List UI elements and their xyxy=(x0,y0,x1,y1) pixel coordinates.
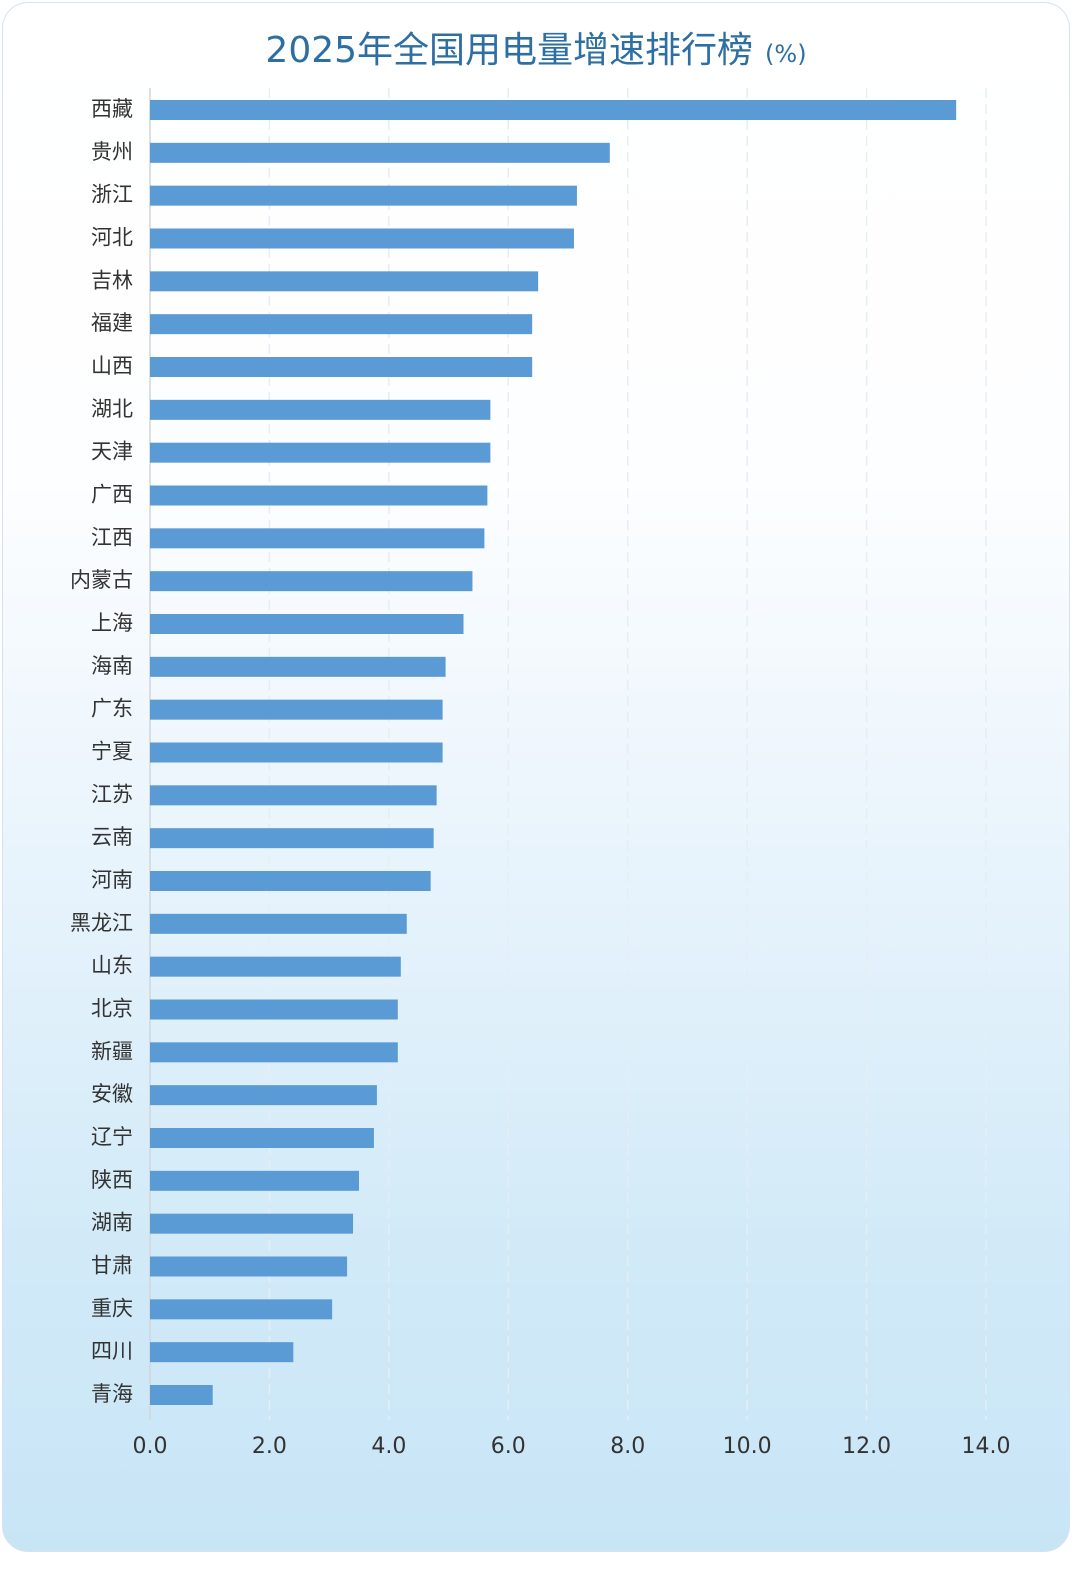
chart-card: 2025年全国用电量增速排行榜 (%) xyxy=(2,2,1070,1552)
bar xyxy=(150,528,485,549)
category-label: 云南 xyxy=(91,825,133,849)
x-tick-label: 2.0 xyxy=(252,1434,287,1459)
bar xyxy=(150,1342,294,1363)
bar xyxy=(150,614,464,634)
bar xyxy=(150,399,491,420)
category-label: 湖北 xyxy=(91,397,133,421)
category-label: 江西 xyxy=(91,525,133,549)
bar xyxy=(150,271,539,292)
bar xyxy=(150,185,577,206)
bar xyxy=(150,485,488,506)
bar xyxy=(150,699,443,720)
category-label: 新疆 xyxy=(91,1039,133,1063)
x-tick-label: 8.0 xyxy=(610,1434,645,1459)
chart-header: 2025年全国用电量增速排行榜 (%) xyxy=(3,21,1069,73)
bar xyxy=(150,1256,348,1277)
category-label: 甘肃 xyxy=(91,1254,133,1278)
category-label: 黑龙江 xyxy=(70,911,133,935)
bar xyxy=(150,142,610,163)
bar xyxy=(150,828,434,849)
bar xyxy=(150,314,533,335)
bar xyxy=(150,1385,213,1405)
grid-layer xyxy=(149,88,987,1420)
x-tick-label: 10.0 xyxy=(723,1434,772,1459)
bar xyxy=(150,999,398,1020)
category-label: 辽宁 xyxy=(91,1125,133,1149)
bar xyxy=(150,1213,354,1234)
x-tick-layer: 0.0 2.0 4.0 6.0 8.0 10.0 12.0 14.0 xyxy=(133,1434,1011,1459)
bar xyxy=(150,956,401,977)
category-label: 河南 xyxy=(91,868,133,892)
category-label: 山东 xyxy=(91,954,133,978)
chart-unit: (%) xyxy=(765,40,807,68)
chart-title: 2025年全国用电量增速排行榜 xyxy=(265,30,754,71)
category-label: 四川 xyxy=(91,1339,133,1363)
bar xyxy=(150,656,446,677)
category-label: 贵州 xyxy=(91,140,133,164)
category-label: 江苏 xyxy=(91,782,133,806)
bar xyxy=(150,913,407,934)
bar xyxy=(150,785,437,806)
x-tick-label: 14.0 xyxy=(962,1434,1011,1459)
x-tick-label: 4.0 xyxy=(371,1434,406,1459)
category-label: 重庆 xyxy=(91,1296,133,1320)
bar xyxy=(150,100,957,120)
category-label: 山西 xyxy=(91,354,133,378)
category-label: 宁夏 xyxy=(91,740,133,764)
category-label: 北京 xyxy=(91,997,133,1021)
bar-layer xyxy=(150,100,957,1405)
bar xyxy=(150,871,431,891)
category-label: 河北 xyxy=(91,226,133,250)
category-label-layer: 西藏贵州浙江河北吉林福建山西湖北天津广西江西内蒙古上海海南广东宁夏江苏云南河南黑… xyxy=(70,97,133,1406)
bar xyxy=(150,442,491,463)
category-label: 内蒙古 xyxy=(70,568,133,592)
category-label: 广西 xyxy=(91,483,133,507)
category-label: 陕西 xyxy=(91,1168,133,1192)
category-label: 湖南 xyxy=(91,1211,133,1235)
bar xyxy=(150,742,443,763)
bar xyxy=(150,228,574,249)
category-label: 海南 xyxy=(91,654,133,678)
x-tick-label: 6.0 xyxy=(491,1434,526,1459)
category-label: 浙江 xyxy=(91,183,133,207)
bar xyxy=(150,1299,333,1320)
bar xyxy=(150,1042,398,1063)
bar xyxy=(150,1128,374,1148)
category-label: 福建 xyxy=(91,311,133,335)
category-label: 安徽 xyxy=(91,1082,133,1106)
category-label: 天津 xyxy=(91,440,133,464)
category-label: 上海 xyxy=(91,611,133,635)
category-label: 青海 xyxy=(91,1382,133,1406)
bar xyxy=(150,1170,359,1191)
bar xyxy=(150,1085,377,1106)
category-label: 吉林 xyxy=(91,268,133,292)
x-tick-label: 0.0 xyxy=(133,1434,168,1459)
bar xyxy=(150,571,473,592)
bar xyxy=(150,357,533,377)
category-label: 西藏 xyxy=(91,97,133,121)
category-label: 广东 xyxy=(91,697,133,721)
x-tick-label: 12.0 xyxy=(842,1434,891,1459)
